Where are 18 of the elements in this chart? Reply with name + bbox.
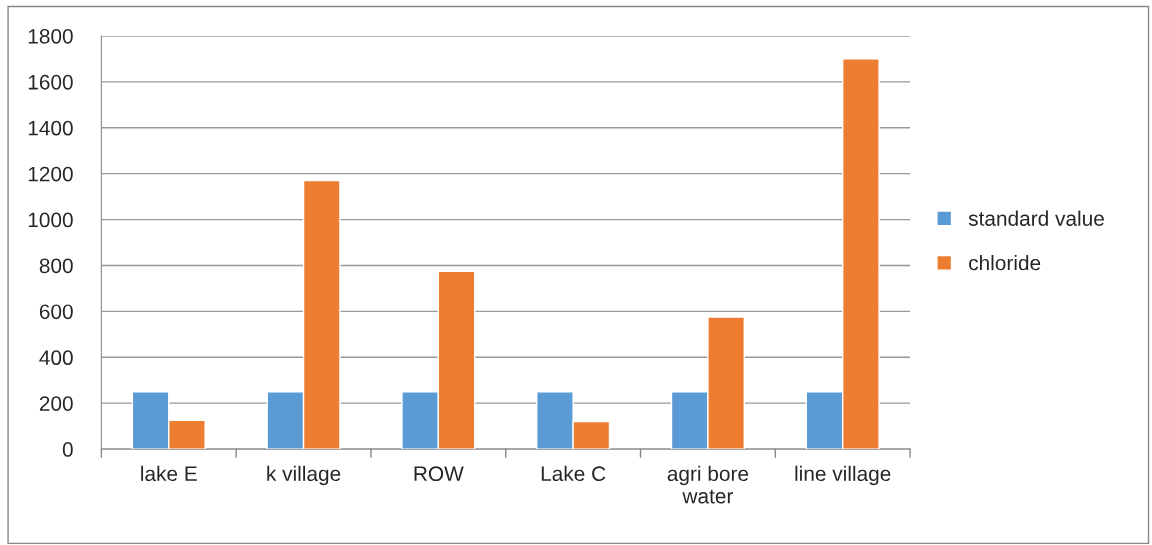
legend-label: chloride	[969, 255, 1041, 271]
y-tick-label: 1200	[28, 166, 73, 182]
y-tick-label: 1000	[28, 212, 73, 228]
x-tick-label: k village	[267, 465, 341, 486]
y-tick-label: 1600	[28, 74, 73, 90]
y-tick-label: 0	[62, 442, 73, 457]
x-tick-label: agri bore water	[667, 465, 749, 504]
y-tick-label: 1400	[28, 120, 73, 136]
x-tick-label: ROW	[414, 466, 464, 482]
y-tick-label: 600	[39, 304, 73, 320]
y-tick-label: 200	[39, 396, 73, 411]
y-tick-label: 800	[39, 258, 73, 274]
x-tick-label: line village	[795, 465, 891, 486]
y-tick-label: 400	[39, 350, 73, 366]
y-tick-label: 1800	[28, 28, 73, 44]
x-tick-label: Lake C	[541, 465, 606, 482]
legend-label: standard value	[968, 210, 1104, 226]
x-tick-label: lake E	[141, 465, 197, 482]
